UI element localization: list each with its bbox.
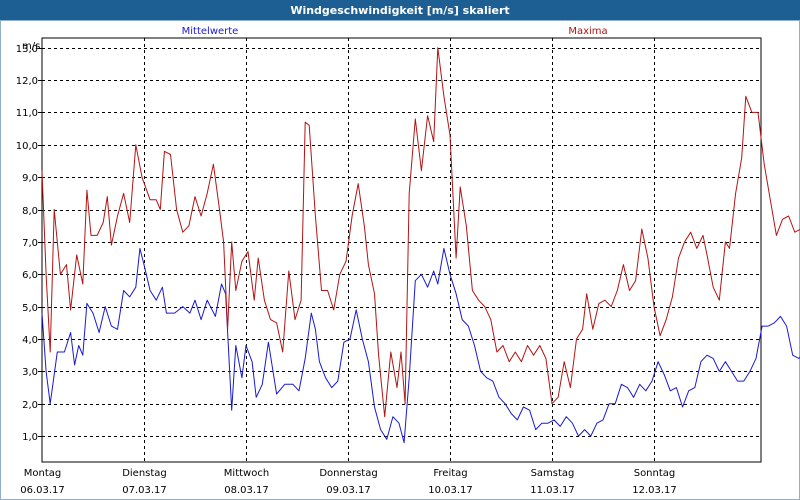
x-tick-label-date: 07.03.17 [122, 485, 167, 496]
y-tick-label: 13,0 [16, 44, 38, 55]
chart-title-bar: Windgeschwindigkeit [m/s] skaliert [0, 0, 800, 20]
plot-area-border [41, 37, 762, 463]
x-tick-label-date: 11.03.17 [530, 485, 575, 496]
legend-maxima: Maxima [568, 26, 607, 37]
x-tick-label-day: Mittwoch [224, 468, 269, 479]
y-tick-label: 3,0 [22, 367, 38, 378]
x-tick-label-day: Sonntag [634, 468, 676, 479]
y-tick-label: 1,0 [22, 432, 38, 443]
y-tick-label: 2,0 [22, 400, 38, 411]
y-tick-label: 6,0 [22, 270, 38, 281]
x-tick-label-date: 08.03.17 [224, 485, 269, 496]
x-tick-label-date: 06.03.17 [20, 485, 65, 496]
y-tick-label: 5,0 [22, 303, 38, 314]
x-tick-label-day: Dienstag [122, 468, 167, 479]
x-tick-label-day: Montag [24, 468, 61, 479]
y-tick-label: 9,0 [22, 173, 38, 184]
y-tick-label: 10,0 [16, 141, 38, 152]
y-axis-unit-label: m/s [22, 41, 40, 52]
series-line-maxima [41, 47, 800, 418]
y-tick-label: 12,0 [16, 76, 38, 87]
y-tick-label: 4,0 [22, 335, 38, 346]
x-tick-label-date: 09.03.17 [326, 485, 371, 496]
x-tick-label-date: 10.03.17 [428, 485, 473, 496]
legend-mittelwerte: Mittelwerte [182, 26, 239, 37]
y-tick-label: 7,0 [22, 238, 38, 249]
series-line-mittelwerte [41, 247, 800, 444]
y-tick-label: 8,0 [22, 206, 38, 217]
y-tick-label: 11,0 [16, 108, 38, 119]
x-tick-label-day: Samstag [531, 468, 575, 479]
chart-title: Windgeschwindigkeit [m/s] skaliert [290, 3, 510, 17]
x-tick-label-day: Freitag [433, 468, 467, 479]
x-tick-label-date: 12.03.17 [632, 485, 677, 496]
x-tick-label-day: Donnerstag [319, 468, 377, 479]
